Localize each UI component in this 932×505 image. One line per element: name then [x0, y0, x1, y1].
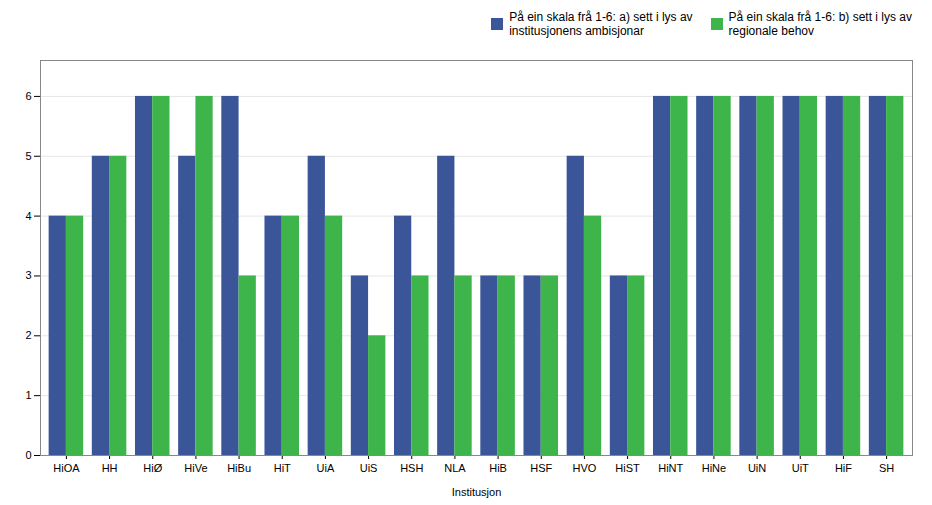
svg-text:2: 2: [25, 329, 31, 341]
svg-text:4: 4: [25, 210, 31, 222]
svg-text:HSF: HSF: [530, 462, 552, 474]
svg-text:HiST: HiST: [615, 462, 640, 474]
svg-text:HiNe: HiNe: [702, 462, 726, 474]
svg-text:UiS: UiS: [360, 462, 378, 474]
svg-text:HiOA: HiOA: [53, 462, 80, 474]
svg-text:HiT: HiT: [274, 462, 291, 474]
svg-text:6: 6: [25, 90, 31, 102]
svg-text:HiF: HiF: [835, 462, 852, 474]
svg-text:NLA: NLA: [444, 462, 466, 474]
svg-text:1: 1: [25, 389, 31, 401]
svg-text:HiB: HiB: [489, 462, 507, 474]
svg-text:0: 0: [25, 449, 31, 461]
svg-text:UiT: UiT: [792, 462, 809, 474]
svg-text:SH: SH: [879, 462, 894, 474]
html-text:På ein skala frå 1-6: a) sett: På ein skala frå 1-6: a) sett i lys av i…: [509, 9, 693, 38]
svg-text:Institusjon: Institusjon: [452, 486, 502, 498]
svg-text:UiA: UiA: [317, 462, 335, 474]
svg-text:UiN: UiN: [748, 462, 766, 474]
svg-text:HiNT: HiNT: [658, 462, 683, 474]
svg-text:HiVe: HiVe: [184, 462, 207, 474]
svg-text:HSH: HSH: [400, 462, 423, 474]
svg-text:HVO: HVO: [572, 462, 596, 474]
svg-text:HiBu: HiBu: [227, 462, 251, 474]
svg-text:5: 5: [25, 150, 31, 162]
svg-text:HH: HH: [102, 462, 118, 474]
html-text:På ein skala frå 1-6: b) sett: På ein skala frå 1-6: b) sett i lys av r…: [728, 9, 912, 38]
svg-text:HiØ: HiØ: [143, 462, 162, 474]
svg-text:3: 3: [25, 269, 31, 281]
